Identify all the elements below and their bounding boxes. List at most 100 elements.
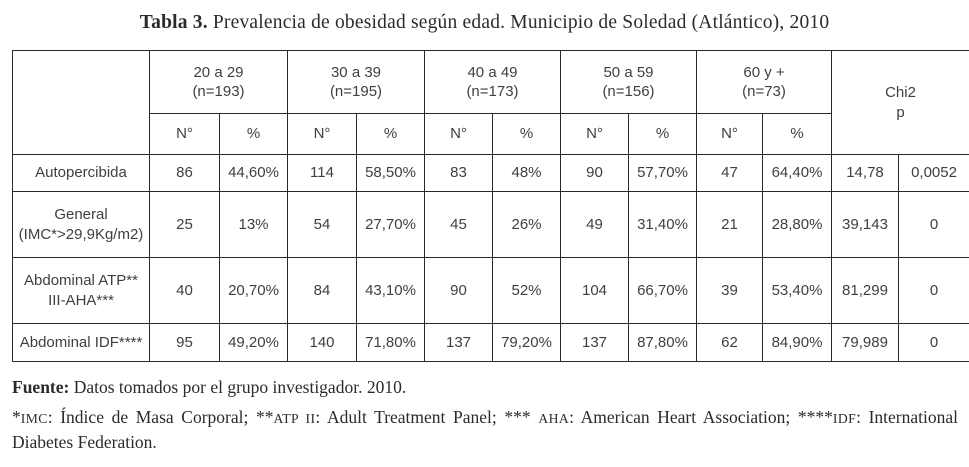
chi2-value: 14,78 — [831, 154, 899, 192]
data-cell: 31,40% — [628, 191, 697, 258]
data-cell: 86 — [149, 154, 220, 192]
data-cell: 39 — [696, 257, 763, 324]
data-cell: 57,70% — [628, 154, 697, 192]
footnote-segment: : Adult Treatment Panel; *** — [315, 407, 539, 427]
data-cell: 20,70% — [219, 257, 288, 324]
p-value: 0,0052 — [897, 154, 969, 192]
age-range: 30 a 39 — [330, 63, 382, 81]
data-cell: 26% — [492, 191, 561, 258]
row-label: Autopercibida — [12, 154, 150, 192]
chi2-value: 79,989 — [831, 323, 899, 362]
percent-header: % — [492, 113, 561, 155]
percent-header: % — [628, 113, 697, 155]
data-cell: 47 — [696, 154, 763, 192]
row-label: General (IMC*>29,9Kg/m2) — [12, 191, 150, 258]
data-cell: 58,50% — [356, 154, 425, 192]
data-cell: 95 — [149, 323, 220, 362]
source-label: Fuente: — [12, 377, 70, 397]
age-group-header-50-59: 50 a 59 (n=156) — [560, 50, 697, 114]
data-cell: 71,80% — [356, 323, 425, 362]
data-cell: 90 — [560, 154, 629, 192]
data-cell: 25 — [149, 191, 220, 258]
chi2-label: Chi2 — [885, 84, 916, 101]
p-label: p — [896, 103, 905, 121]
data-cell: 83 — [424, 154, 493, 192]
data-cell: 84,90% — [762, 323, 832, 362]
count-header: N° — [560, 113, 629, 155]
data-cell: 13% — [219, 191, 288, 258]
percent-header: % — [219, 113, 288, 155]
data-cell: 84 — [287, 257, 357, 324]
p-value: 0 — [897, 323, 969, 362]
row-label: Abdominal IDF**** — [12, 323, 150, 362]
data-cell: 44,60% — [219, 154, 288, 192]
age-group-header-60-plus: 60 y + (n=73) — [696, 50, 832, 114]
count-header: N° — [287, 113, 357, 155]
source-line: Fuente: Datos tomados por el grupo inves… — [12, 377, 957, 398]
chi2-value: 39,143 — [831, 191, 899, 258]
data-cell: 140 — [287, 323, 357, 362]
table-header: 20 a 29 (n=193) 30 a 39 (n=195) 40 a 49 … — [12, 50, 969, 155]
chi2-p-header: Chi2 p — [830, 50, 969, 155]
footnote-acronym-atp: ATP II — [273, 411, 316, 426]
data-cell: 49 — [560, 191, 629, 258]
footnote-segment: : American Heart Association; **** — [569, 407, 833, 427]
data-cell: 53,40% — [762, 257, 832, 324]
data-cell: 104 — [560, 257, 629, 324]
row-label: Abdominal ATP** III-AHA*** — [12, 257, 150, 324]
age-group-header-40-49: 40 a 49 (n=173) — [424, 50, 561, 114]
data-cell: 54 — [287, 191, 357, 258]
data-cell: 45 — [424, 191, 493, 258]
count-header: N° — [149, 113, 220, 155]
age-group-header-30-39: 30 a 39 (n=195) — [287, 50, 425, 114]
age-n: (n=73) — [742, 83, 786, 100]
p-value: 0 — [897, 191, 969, 258]
data-cell: 90 — [424, 257, 493, 324]
footnote-acronym-aha: AHA — [538, 411, 570, 426]
prevalence-table: 20 a 29 (n=193) 30 a 39 (n=195) 40 a 49 … — [12, 50, 969, 362]
data-cell: 137 — [424, 323, 493, 362]
age-range: 50 a 59 — [603, 63, 654, 81]
footnote-segment: : International Diabetes Federation. — [12, 407, 958, 453]
count-header: N° — [424, 113, 493, 155]
table-title: Tabla 3. Prevalencia de obesidad según e… — [0, 0, 969, 34]
table-row: Abdominal ATP** III-AHA*** 40 20,70% 84 43,10… — [12, 257, 969, 324]
table-row: Autopercibida 86 44,60% 114 58,50% 83 48% 90 57,… — [12, 154, 969, 192]
data-cell: 62 — [696, 323, 763, 362]
data-cell: 49,20% — [219, 323, 288, 362]
data-cell: 137 — [560, 323, 629, 362]
data-cell: 79,20% — [492, 323, 561, 362]
data-cell: 27,70% — [356, 191, 425, 258]
footnote-acronym-idf: IDF — [832, 411, 857, 426]
table-title-text: Prevalencia de obesidad según edad. Muni… — [207, 12, 830, 33]
data-cell: 21 — [696, 191, 763, 258]
chi2-value: 81,299 — [831, 257, 899, 324]
data-cell: 40 — [149, 257, 220, 324]
footnote-acronym-imc: IMC — [20, 411, 48, 426]
data-cell: 87,80% — [628, 323, 697, 362]
source-text: Datos tomados por el grupo investigador.… — [69, 377, 407, 397]
corner-cell — [12, 50, 150, 155]
percent-header: % — [356, 113, 425, 155]
age-group-header-20-29: 20 a 29 (n=193) — [149, 50, 288, 114]
data-cell: 66,70% — [628, 257, 697, 324]
p-value: 0 — [897, 257, 969, 324]
data-cell: 48% — [492, 154, 561, 192]
age-range: 20 a 29 — [193, 63, 244, 81]
age-n: (n=173) — [466, 83, 519, 100]
footnote-segment: * — [12, 407, 21, 427]
footnote: *IMC: Índice de Masa Corporal; **ATP II:… — [12, 405, 958, 456]
count-header: N° — [696, 113, 763, 155]
table-title-number: Tabla 3. — [139, 12, 208, 33]
table-body: Autopercibida 86 44,60% 114 58,50% 83 48% 90 57,… — [12, 154, 969, 362]
data-cell: 114 — [287, 154, 357, 192]
age-n: (n=195) — [329, 83, 383, 100]
age-range: 60 y + — [743, 63, 785, 81]
age-range: 40 a 49 — [467, 63, 518, 81]
data-cell: 43,10% — [356, 257, 425, 324]
table-row: Abdominal IDF**** 95 49,20% 140 71,80% 137 79,… — [12, 323, 969, 362]
data-cell: 28,80% — [762, 191, 832, 258]
age-n: (n=193) — [192, 83, 245, 100]
footnote-segment: : Índice de Masa Corporal; ** — [47, 407, 274, 427]
